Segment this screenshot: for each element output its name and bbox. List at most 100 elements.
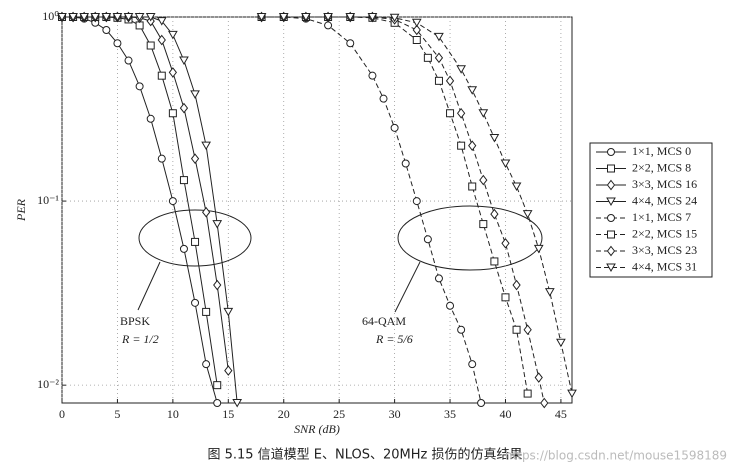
marker (301, 13, 311, 22)
marker (157, 71, 166, 80)
marker (345, 13, 356, 22)
marker (57, 13, 67, 22)
marker (533, 244, 544, 254)
series-line (62, 16, 218, 386)
legend-marker (607, 214, 615, 222)
marker (179, 244, 188, 253)
marker (179, 102, 189, 114)
marker (445, 75, 455, 87)
annotation: 64-QAM (362, 314, 406, 328)
marker (434, 76, 443, 85)
marker (157, 34, 166, 46)
marker (68, 13, 78, 22)
marker (213, 381, 222, 390)
marker (179, 56, 189, 66)
marker (446, 109, 455, 118)
series-line (261, 16, 529, 394)
marker (446, 301, 455, 310)
x-tick-label: 40 (499, 407, 511, 421)
legend-marker (606, 263, 616, 273)
marker (135, 82, 144, 91)
marker (145, 13, 156, 22)
y-tick-label: 10⁻¹ (37, 193, 59, 207)
marker (412, 197, 421, 206)
marker (500, 159, 511, 169)
marker (179, 176, 188, 185)
marker (489, 134, 500, 143)
marker (168, 67, 178, 78)
marker (544, 288, 555, 297)
marker (168, 30, 178, 40)
x-tick-label: 45 (555, 407, 567, 421)
marker (477, 399, 486, 407)
marker (401, 159, 410, 168)
qam-pointer (394, 261, 421, 313)
annotation: BPSK (120, 314, 150, 328)
marker (412, 24, 421, 36)
legend-label: 3×3, MCS 16 (632, 177, 697, 191)
marker (379, 94, 388, 103)
legend-marker (606, 245, 616, 257)
legend-label: 2×2, MCS 15 (632, 226, 697, 240)
legend-marker (607, 164, 615, 173)
annotation: R = 1/2 (121, 332, 159, 346)
marker (324, 21, 333, 30)
marker (346, 39, 355, 48)
marker (501, 237, 510, 249)
y-tick-label: 10⁻² (37, 377, 59, 391)
marker (556, 338, 566, 348)
marker (390, 123, 399, 132)
marker (411, 18, 422, 28)
marker (478, 109, 489, 118)
marker (511, 182, 522, 192)
bpsk-pointer (137, 261, 161, 311)
marker (212, 220, 223, 229)
marker (423, 235, 432, 244)
marker (190, 90, 200, 99)
bpsk-ellipse (138, 209, 252, 267)
marker (168, 109, 177, 118)
marker (523, 324, 532, 336)
marker (467, 86, 478, 95)
y-axis-label: PER (14, 198, 28, 222)
marker (146, 114, 155, 123)
marker (512, 325, 521, 334)
marker (223, 307, 234, 317)
qam-ellipse (397, 205, 543, 271)
marker (434, 274, 443, 283)
y-tick-label: 10⁰ (42, 9, 59, 23)
legend-label: 4×4, MCS 24 (632, 193, 697, 207)
legend-marker (607, 148, 615, 156)
legend-label: 1×1, MCS 0 (632, 144, 691, 158)
watermark: https://blog.csdn.net/mouse1598189 (505, 449, 727, 463)
legend-label: 2×2, MCS 8 (632, 160, 691, 174)
marker (278, 13, 289, 22)
marker (190, 153, 200, 164)
marker (490, 208, 499, 220)
marker (457, 325, 466, 334)
marker (201, 141, 211, 151)
marker (457, 141, 466, 150)
legend-label: 3×3, MCS 23 (632, 243, 697, 257)
marker (113, 39, 122, 48)
legend-marker (607, 230, 615, 239)
marker (201, 206, 211, 218)
marker (157, 154, 166, 163)
marker (191, 237, 200, 246)
marker (501, 293, 510, 302)
x-tick-label: 15 (222, 407, 234, 421)
marker (79, 13, 90, 22)
legend-label: 4×4, MCS 31 (632, 259, 697, 273)
marker (256, 13, 267, 22)
marker (479, 174, 488, 186)
marker (213, 399, 222, 407)
marker (468, 140, 477, 151)
marker (534, 372, 543, 383)
marker (468, 182, 477, 191)
marker (423, 53, 432, 62)
marker (202, 360, 211, 369)
marker (134, 13, 145, 22)
x-tick-label: 0 (59, 407, 65, 421)
marker (224, 365, 233, 376)
marker (123, 13, 134, 22)
